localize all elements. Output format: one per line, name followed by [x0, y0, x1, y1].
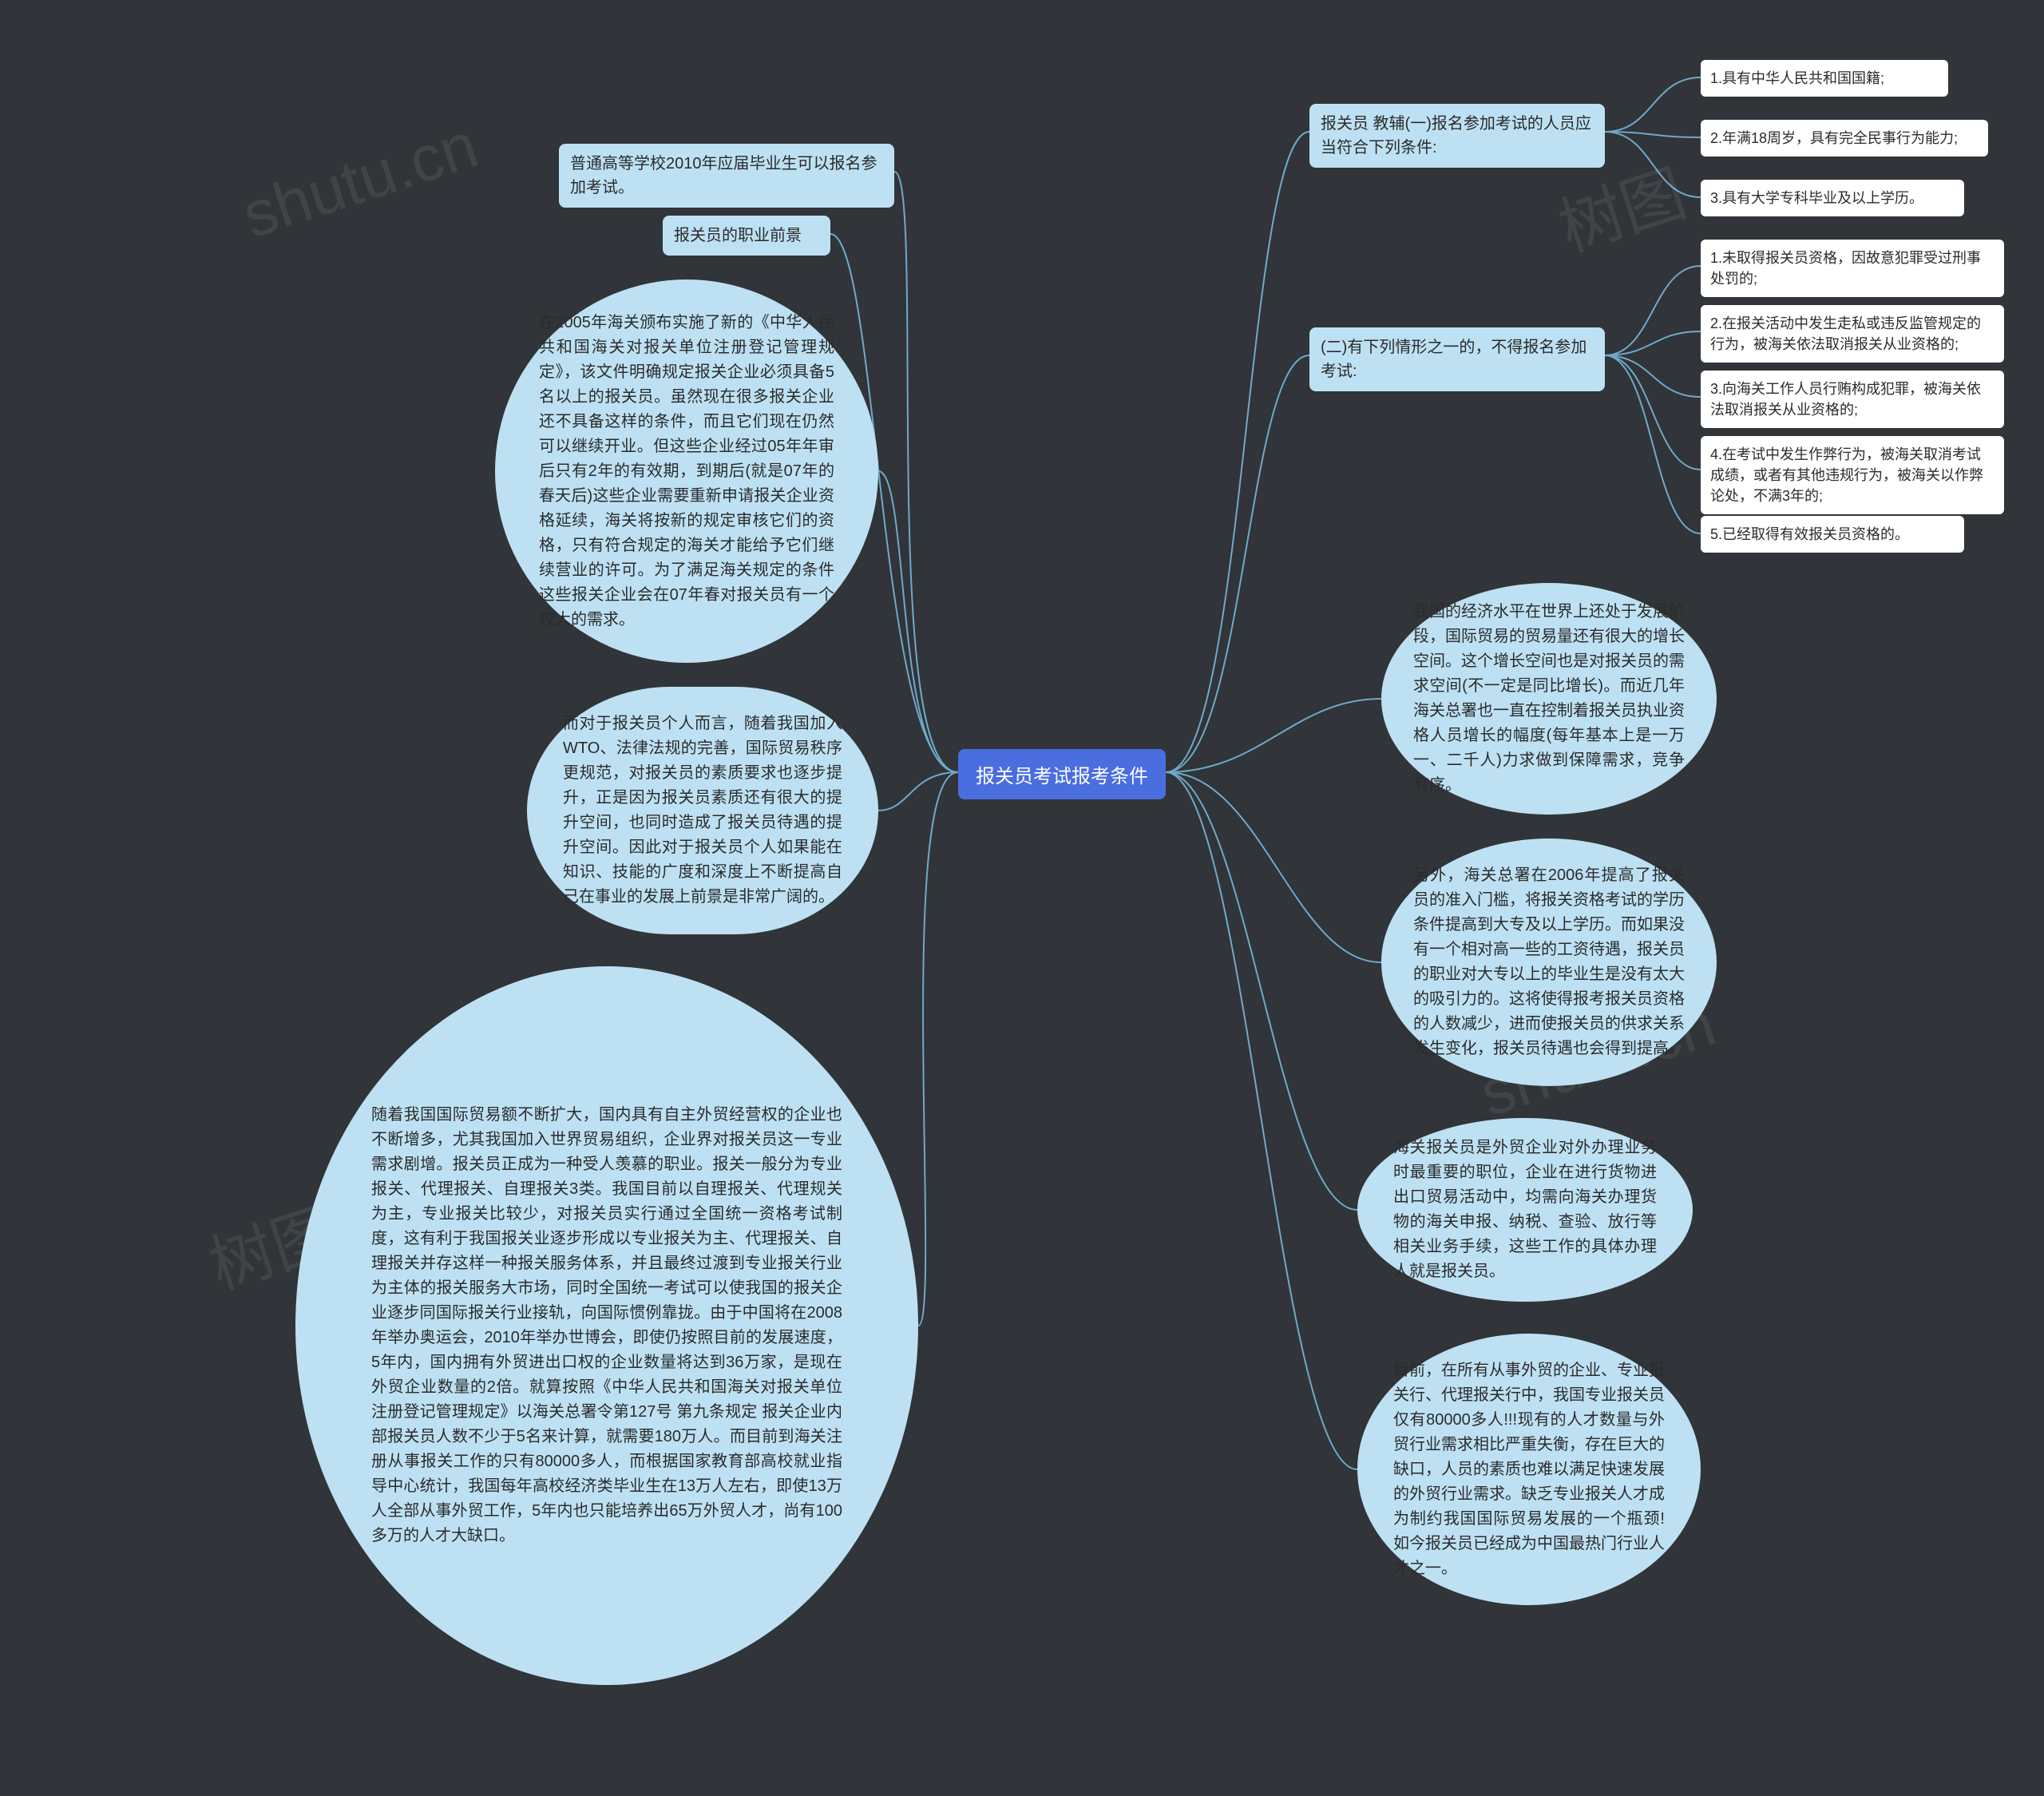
node-r6[interactable]: 目前，在所有从事外贸的企业、专业报关行、代理报关行中，我国专业报关员仅有8000…: [1357, 1334, 1701, 1605]
watermark: shutu.cn: [234, 109, 486, 253]
edge: [1605, 77, 1701, 132]
node-l5[interactable]: 随着我国国际贸易额不断扩大，国内具有自主外贸经营权的企业也不断增多，尤其我国加入…: [295, 966, 918, 1685]
node-r2[interactable]: (二)有下列情形之一的，不得报名参加考试:: [1309, 327, 1605, 391]
leaf-r1a[interactable]: 1.具有中华人民共和国国籍;: [1701, 60, 1948, 97]
edge: [1166, 132, 1309, 772]
edge: [1166, 772, 1381, 962]
edge: [1605, 132, 1701, 197]
node-r4[interactable]: 另外，海关总署在2006年提高了报关员的准入门槛，将报关资格考试的学历条件提高到…: [1381, 839, 1717, 1086]
edge: [878, 772, 958, 811]
edge: [894, 172, 958, 772]
node-l4[interactable]: 而对于报关员个人而言，随着我国加入WTO、法律法规的完善，国际贸易秩序更规范，对…: [527, 687, 878, 934]
edge: [1166, 699, 1381, 772]
edge: [1605, 132, 1701, 137]
edge: [1605, 331, 1701, 355]
leaf-r1b[interactable]: 2.年满18周岁，具有完全民事行为能力;: [1701, 120, 1988, 157]
leaf-r2b[interactable]: 2.在报关活动中发生走私或违反监管规定的行为，被海关依法取消报关从业资格的;: [1701, 305, 2004, 363]
node-r1[interactable]: 报关员 教辅(一)报名参加考试的人员应当符合下列条件:: [1309, 104, 1605, 168]
edge: [1166, 355, 1309, 772]
edge: [878, 471, 958, 772]
edge: [1166, 772, 1357, 1210]
leaf-r2d[interactable]: 4.在考试中发生作弊行为，被海关取消考试成绩，或者有其他违规行为，被海关以作弊论…: [1701, 436, 2004, 514]
leaf-r1c[interactable]: 3.具有大学专科毕业及以上学历。: [1701, 180, 1964, 216]
node-l3[interactable]: 在2005年海关颁布实施了新的《中华人民共和国海关对报关单位注册登记管理规定》，…: [495, 280, 878, 663]
edge: [1166, 772, 1357, 1469]
edge: [1605, 355, 1701, 397]
leaf-r2e[interactable]: 5.已经取得有效报关员资格的。: [1701, 516, 1964, 553]
node-l1[interactable]: 普通高等学校2010年应届毕业生可以报名参加考试。: [559, 144, 894, 208]
edge: [918, 772, 958, 1326]
edge: [1605, 355, 1701, 470]
node-l2[interactable]: 报关员的职业前景: [663, 216, 830, 256]
edge: [1605, 355, 1701, 533]
node-r3[interactable]: 我国的经济水平在世界上还处于发展阶段，国际贸易的贸易量还有很大的增长空间。这个增…: [1381, 583, 1717, 815]
edge: [1605, 266, 1701, 355]
root-node[interactable]: 报关员考试报考条件: [958, 749, 1166, 799]
node-r5[interactable]: 海关报关员是外贸企业对外办理业务时最重要的职位，企业在进行货物进出口贸易活动中，…: [1357, 1118, 1693, 1302]
leaf-r2a[interactable]: 1.未取得报关员资格，因故意犯罪受过刑事处罚的;: [1701, 240, 2004, 297]
leaf-r2c[interactable]: 3.向海关工作人员行贿构成犯罪，被海关依法取消报关从业资格的;: [1701, 371, 2004, 428]
